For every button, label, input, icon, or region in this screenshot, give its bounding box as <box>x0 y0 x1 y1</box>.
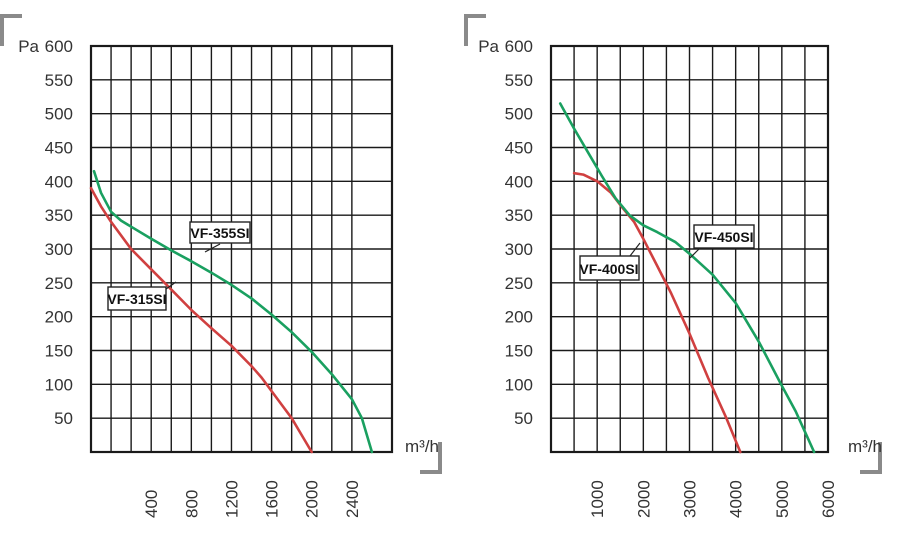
y-tick-label: 150 <box>45 342 73 361</box>
x-axis-label: m³/h <box>405 437 439 456</box>
series-label-box <box>579 255 640 281</box>
y-tick-label: 550 <box>45 71 73 90</box>
y-tick-label: 350 <box>505 206 533 225</box>
y-tick-label: 100 <box>45 375 73 394</box>
corner-bracket-top-left <box>464 14 486 46</box>
curve-vf-400si <box>572 171 742 454</box>
x-tick-label: 4000 <box>727 480 746 518</box>
series-label-vf-400si: VF-400SI <box>579 261 638 277</box>
label-leader-line <box>629 242 641 257</box>
chart-right: 50 100 150 200 250 300 350 400 450 500 550 600 Pa 100… <box>464 14 882 518</box>
y-tick-label: 200 <box>45 308 73 327</box>
x-axis-label: m³/h <box>848 437 882 456</box>
corner-bracket-bottom-right <box>860 442 882 474</box>
x-tick-label: 2000 <box>303 480 322 518</box>
plot-frame <box>89 44 394 454</box>
x-tick-label: 1200 <box>222 480 241 518</box>
series-label-box <box>189 221 251 244</box>
y-tick-label: 500 <box>45 105 73 124</box>
y-tick-label: 450 <box>505 139 533 158</box>
chart-left: 50 100 150 200 250 300 350 400 450 500 550 600 Pa 400… <box>0 14 442 518</box>
series-label-vf-355si: VF-355SI <box>190 225 249 241</box>
series-label-vf-450si: VF-450SI <box>694 229 753 245</box>
y-tick-label: 300 <box>505 240 533 259</box>
x-tick-label: 2000 <box>634 480 653 518</box>
y-axis-label: Pa <box>478 37 499 56</box>
y-tick-label: 450 <box>45 139 73 158</box>
x-tick-label: 6000 <box>819 480 838 518</box>
curve-vf-315si <box>89 186 314 454</box>
x-tick-label: 3000 <box>681 480 700 518</box>
y-tick-label: 500 <box>505 105 533 124</box>
y-tick-label: 600 <box>505 37 533 56</box>
series-label-box <box>107 286 167 311</box>
corner-bracket-bottom-right <box>420 442 442 474</box>
y-tick-label: 50 <box>54 409 73 428</box>
y-tick-label: 400 <box>505 172 533 191</box>
y-tick-label: 250 <box>45 274 73 293</box>
y-tick-label: 550 <box>505 71 533 90</box>
x-tick-label: 2400 <box>343 480 362 518</box>
series-label-box <box>693 224 755 249</box>
x-tick-label: 1600 <box>263 480 282 518</box>
y-axis-label: Pa <box>18 37 39 56</box>
series-label-vf-315si: VF-315SI <box>107 291 166 307</box>
curve-vf-355si <box>92 169 374 454</box>
y-tick-label: 200 <box>505 308 533 327</box>
y-tick-label: 250 <box>505 274 533 293</box>
label-leader-line <box>204 243 221 253</box>
corner-bracket-top-left <box>0 14 22 46</box>
y-tick-label: 150 <box>505 342 533 361</box>
y-tick-label: 300 <box>45 240 73 259</box>
x-tick-label: 5000 <box>773 480 792 518</box>
y-tick-label: 50 <box>514 409 533 428</box>
x-tick-label: 1000 <box>588 480 607 518</box>
x-tick-label: 400 <box>142 490 161 518</box>
label-leader-line <box>165 281 177 290</box>
y-tick-label: 400 <box>45 172 73 191</box>
plot-frame <box>549 44 830 454</box>
y-tick-label: 100 <box>505 375 533 394</box>
y-tick-label: 350 <box>45 206 73 225</box>
y-tick-label: 600 <box>45 37 73 56</box>
curve-vf-450si <box>558 102 816 454</box>
x-tick-label: 800 <box>182 490 201 518</box>
label-leader-line <box>689 247 701 259</box>
